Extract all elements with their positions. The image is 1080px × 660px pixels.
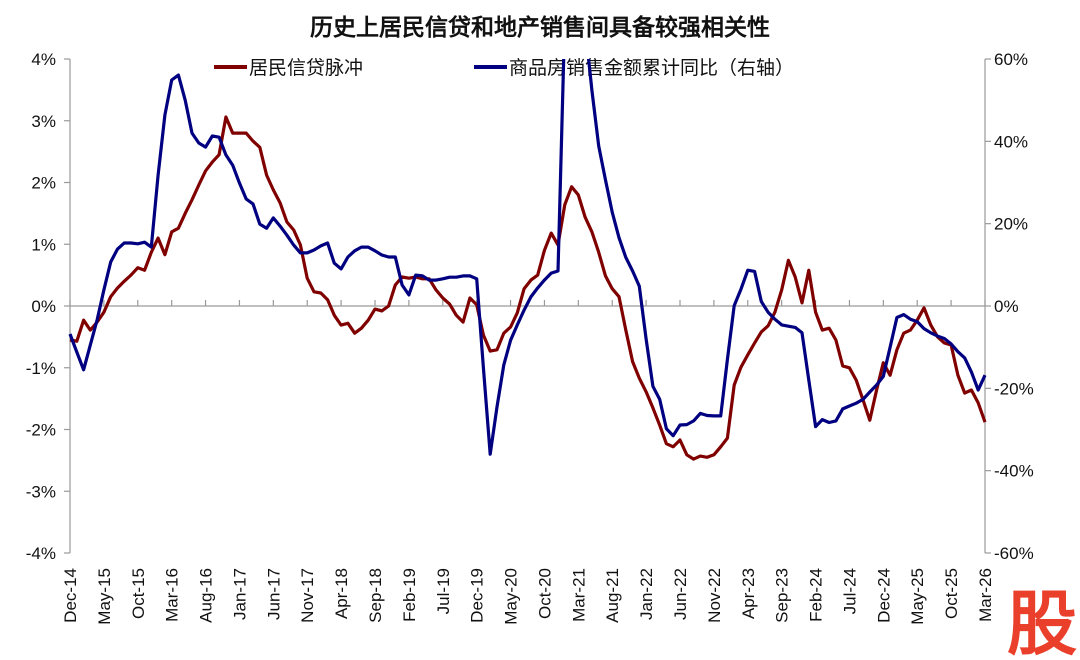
left-axis-tick-label: -1% [26,359,56,378]
x-axis-tick-label: Jul-19 [434,568,453,614]
left-axis-tick-label: -2% [26,421,56,440]
x-axis-tick-label: Mar-16 [163,568,182,622]
x-axis-tick-label: May-20 [502,568,521,625]
x-axis-tick-label: Sep-23 [773,568,792,623]
logo-watermark: 股 [1007,585,1077,660]
left-axis-tick-label: 3% [31,112,56,131]
right-axis-tick-label: -20% [994,379,1034,398]
x-axis-tick-label: Nov-17 [298,568,317,623]
x-axis-tick-label: Oct-25 [942,568,961,619]
x-axis-tick-label: Dec-14 [61,568,80,623]
left-axis-tick-label: 0% [31,297,56,316]
x-axis-tick-label: Jan-17 [230,568,249,620]
x-axis-tick-label: Apr-23 [739,568,758,619]
x-axis-tick-label: Mar-21 [569,568,588,622]
x-axis-tick-label: Dec-24 [874,568,893,623]
series-line-household-credit-impulse [69,115,987,461]
x-axis-tick-label: May-15 [95,568,114,625]
x-axis-tick-label: Jun-22 [671,568,690,620]
right-axis-tick-label: 40% [994,132,1028,151]
left-axis-tick-label: 2% [31,174,56,193]
x-axis-tick-label: May-25 [908,568,927,625]
right-axis-tick-label: 60% [994,50,1028,69]
x-axis-tick-label: Oct-15 [129,568,148,619]
right-axis-tick-label: 0% [994,297,1019,316]
right-axis-tick-label: -40% [994,462,1034,481]
x-axis-tick-label: Jul-24 [840,568,859,614]
x-axis-tick-label: Dec-19 [468,568,487,623]
x-axis-tick-label: Oct-20 [535,568,554,619]
chart-title: 历史上居民信贷和地产销售间具备较强相关性 [310,14,770,40]
left-axis-tick-label: -3% [26,482,56,501]
x-axis-tick-label: Jun-17 [264,568,283,620]
legend-label-sales: 商品房销售金额累计同比（右轴） [509,57,794,79]
x-axis-tick-label: Sep-18 [366,568,385,623]
right-axis-tick-label: -60% [994,544,1034,563]
x-axis-tick-label: Feb-24 [807,568,826,622]
legend-label-credit: 居民信贷脉冲 [249,57,363,79]
x-axis-tick-label: Aug-21 [603,568,622,623]
right-axis-tick-label: 20% [994,215,1028,234]
legend: 居民信贷脉冲 商品房销售金额累计同比（右轴） [214,57,794,79]
series-line-housing-sales-yoy [68,59,987,456]
x-axis-tick-label: Mar-26 [976,568,995,622]
x-axis-tick-label: Jan-22 [637,568,656,620]
left-axis-tick-label: 1% [31,235,56,254]
x-axis-tick-label: Apr-18 [332,568,351,619]
left-axis-tick-label: -4% [26,544,56,563]
x-axis-tick-label: Nov-22 [705,568,724,623]
x-axis-tick-label: Feb-19 [400,568,419,622]
left-axis-tick-label: 4% [31,50,56,69]
x-axis-tick-label: Aug-16 [197,568,216,623]
